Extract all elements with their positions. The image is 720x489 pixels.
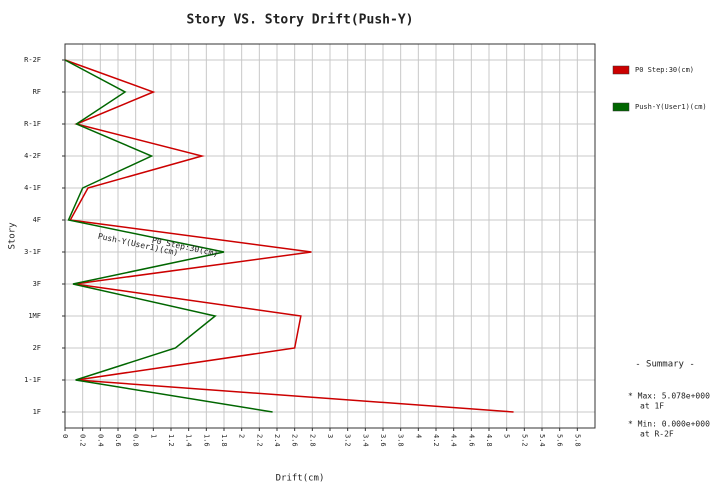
plot-frame [64, 43, 596, 429]
y-tick-label: 1F [33, 408, 41, 416]
x-tick-label: 1.8 [220, 434, 228, 447]
legend-label: P0 Step:30(cm) [635, 66, 694, 74]
y-tick-label: 1-1F [24, 376, 41, 384]
summary-max-at: at 1F [640, 402, 664, 411]
chart-title: Story VS. Story Drift(Push-Y) [187, 13, 414, 28]
y-tick-label: 1MF [28, 312, 41, 320]
summary-title: - Summary - [635, 360, 695, 370]
y-tick-label: 4-2F [24, 152, 41, 160]
summary-min-at: at R-2F [640, 430, 674, 439]
x-tick-label: 2.2 [255, 434, 263, 447]
x-tick-label: 3.4 [361, 434, 369, 447]
y-tick-label: R-1F [24, 120, 41, 128]
summary-max: * Max: 5.078e+000 [628, 392, 710, 401]
x-tick-label: 3.6 [379, 434, 387, 447]
x-tick-label: 5.6 [556, 434, 564, 447]
series-line [64, 59, 273, 413]
x-tick-label: 3 [326, 434, 334, 438]
series-line [64, 59, 514, 413]
x-tick-label: 1 [149, 434, 157, 438]
x-tick-label: 2.4 [273, 434, 281, 447]
x-tick-label: 4.4 [450, 434, 458, 447]
x-tick-label: 3.8 [397, 434, 405, 447]
y-axis-title: Story [8, 222, 18, 250]
x-tick-label: 3.2 [344, 434, 352, 447]
summary-min: * Min: 0.000e+000 [628, 420, 710, 429]
x-tick-label: 5.4 [538, 434, 546, 447]
x-tick-label: 4 [414, 434, 422, 438]
x-tick-label: 1.4 [185, 434, 193, 447]
y-tick-label: 3F [33, 280, 41, 288]
x-axis-title: Drift(cm) [276, 474, 325, 484]
x-tick-label: 5.8 [573, 434, 581, 447]
x-tick-label: 0 [61, 434, 69, 438]
x-tick-label: 0.4 [96, 434, 104, 447]
y-tick-label: RF [33, 88, 41, 96]
x-tick-label: 0.8 [132, 434, 140, 447]
x-tick-label: 0.2 [79, 434, 87, 447]
x-tick-label: 5 [503, 434, 511, 438]
legend-swatch [612, 65, 630, 75]
x-tick-label: 2.6 [291, 434, 299, 447]
x-tick-label: 2.8 [308, 434, 316, 447]
x-tick-label: 1.2 [167, 434, 175, 447]
y-tick-label: 4F [33, 216, 41, 224]
legend-swatch [612, 102, 630, 112]
y-tick-label: R-2F [24, 56, 41, 64]
y-tick-label: 4-1F [24, 184, 41, 192]
x-tick-label: 4.6 [467, 434, 475, 447]
x-tick-label: 1.6 [202, 434, 210, 447]
y-tick-label: 3-1F [24, 248, 41, 256]
y-tick-label: 2F [33, 344, 41, 352]
x-tick-label: 4.2 [432, 434, 440, 447]
x-tick-label: 2 [238, 434, 246, 438]
legend-label: Push-Y(User1)(cm) [635, 103, 707, 111]
x-tick-label: 5.2 [520, 434, 528, 447]
x-tick-label: 4.8 [485, 434, 493, 447]
x-tick-label: 0.6 [114, 434, 122, 447]
